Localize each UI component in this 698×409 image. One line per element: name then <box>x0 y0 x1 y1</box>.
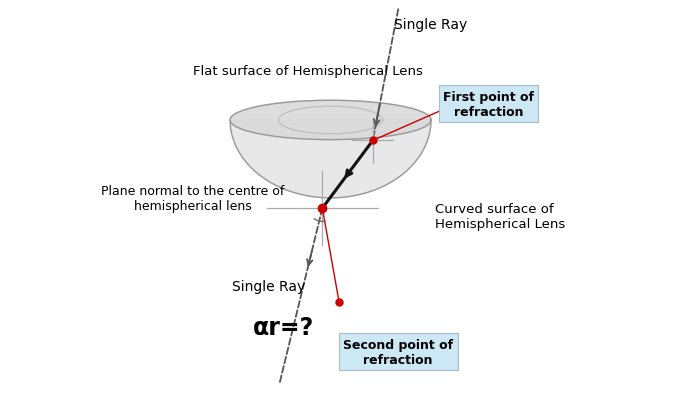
Polygon shape <box>230 101 431 140</box>
Text: Single Ray: Single Ray <box>232 279 306 293</box>
Text: First point of
refraction: First point of refraction <box>443 90 534 118</box>
Polygon shape <box>230 121 431 198</box>
Text: Plane normal to the centre of
hemispherical lens: Plane normal to the centre of hemispheri… <box>101 184 284 212</box>
Text: αr=?: αr=? <box>253 315 314 339</box>
Text: Curved surface of
Hemispherical Lens: Curved surface of Hemispherical Lens <box>435 203 565 231</box>
Text: Single Ray: Single Ray <box>394 18 468 32</box>
Text: Flat surface of Hemispherical Lens: Flat surface of Hemispherical Lens <box>193 65 423 78</box>
Text: Second point of
refraction: Second point of refraction <box>343 338 453 366</box>
